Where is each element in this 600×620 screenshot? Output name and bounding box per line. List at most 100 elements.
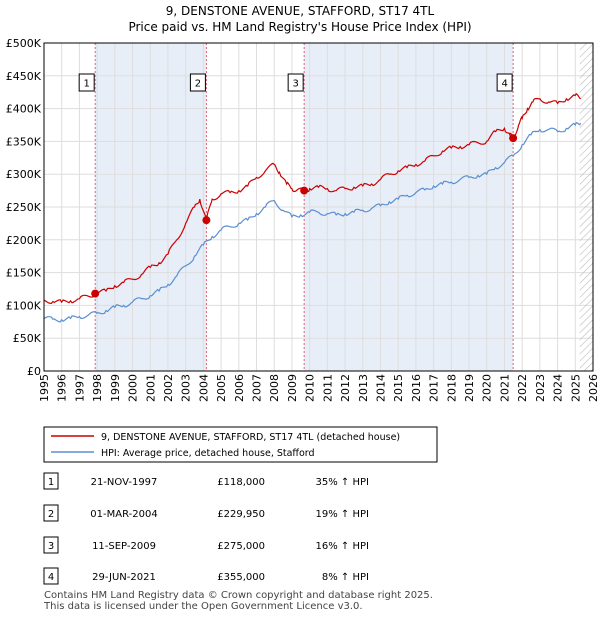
x-tick-label: 2006 [233, 374, 246, 402]
sales-table: 1 21-NOV-1997 £118,000 35% ↑ HPI 2 01-MAR-200… [43, 472, 369, 585]
table-row-number-box [43, 567, 59, 585]
y-tick-label: £150K [6, 267, 42, 280]
plot-frame [43, 42, 594, 372]
table-row-number-box [43, 536, 59, 554]
y-tick-label: £400K [6, 103, 42, 116]
y-tick-label: £50K [13, 332, 42, 345]
y-tick-label: £300K [6, 168, 42, 181]
table-row: 2 01-MAR-2004 £229,950 19% ↑ HPI [43, 504, 369, 522]
footer-line-2: This data is licensed under the Open Gov… [44, 601, 363, 612]
x-tick-label: 2018 [445, 374, 458, 402]
x-tick-label: 2023 [534, 374, 547, 402]
x-tick-label: 2022 [516, 374, 529, 402]
footer: Contains HM Land Registry data © Crown c… [44, 590, 433, 612]
series-layer [43, 92, 582, 323]
x-tick-label: 2016 [410, 374, 423, 402]
y-tick-label: £100K [6, 299, 42, 312]
grid-layer [43, 42, 594, 372]
table-row-price: £355,000 [217, 572, 265, 583]
x-tick-label: 2009 [286, 374, 299, 402]
sale-number-label: 1 [83, 79, 89, 90]
table-row-number: 4 [48, 572, 54, 583]
footer-line-1: Contains HM Land Registry data © Crown c… [44, 590, 433, 601]
table-row-price: £275,000 [217, 541, 265, 552]
sale-number-box: 3 [287, 73, 304, 92]
table-row-number: 3 [48, 541, 54, 552]
x-tick-label: 2003 [180, 374, 193, 402]
table-row: 1 21-NOV-1997 £118,000 35% ↑ HPI [43, 472, 369, 490]
property-series-line [43, 92, 581, 305]
sale-number-box-frame [78, 73, 95, 92]
legend-label: HPI: Average price, detached house, Staf… [101, 448, 315, 459]
sale-number-label: 4 [501, 79, 507, 90]
sale-vline-layer [94, 43, 514, 371]
table-row-hpi: 8% ↑ HPI [322, 572, 369, 583]
sale-point [202, 216, 211, 225]
hpi-series-line [43, 121, 582, 323]
x-tick-label: 2010 [304, 374, 317, 402]
x-tick-label: 2002 [162, 374, 175, 402]
x-tick-label: 2019 [463, 374, 476, 402]
x-tick-label: 1997 [73, 374, 86, 402]
table-row-date: 29-JUN-2021 [92, 572, 156, 583]
table-row-number: 2 [48, 509, 54, 520]
table-row: 3 11-SEP-2009 £275,000 16% ↑ HPI [43, 536, 369, 554]
x-tick-label: 2012 [339, 374, 352, 402]
sale-box-layer: 1 2 3 4 [78, 73, 513, 92]
table-row: 4 29-JUN-2021 £355,000 8% ↑ HPI [43, 567, 369, 585]
sale-point [91, 289, 100, 298]
x-tick-label: 2015 [392, 374, 405, 402]
y-tick-label: £200K [6, 234, 42, 247]
x-tick-label: 2021 [498, 374, 511, 402]
table-row-price: £118,000 [217, 477, 265, 488]
y-tick-label: £450K [6, 70, 42, 83]
y-tick-label: £250K [6, 201, 42, 214]
legend-box [43, 426, 438, 463]
y-tick-label: £350K [6, 135, 42, 148]
y-tick-label: £500K [6, 37, 42, 50]
sale-number-label: 3 [292, 79, 298, 90]
x-tick-label: 1998 [91, 374, 104, 402]
x-tick-label: 2017 [428, 374, 441, 402]
sale-number-box-frame [496, 73, 513, 92]
y-tick-label: £0 [27, 365, 41, 378]
table-row-number-box [43, 504, 59, 522]
sale-number-box: 4 [496, 73, 513, 92]
x-tick-label: 2013 [357, 374, 370, 402]
table-row-number-box [43, 472, 59, 490]
table-row-hpi: 35% ↑ HPI [316, 477, 369, 488]
sale-point [509, 134, 518, 143]
table-row-hpi: 19% ↑ HPI [316, 509, 369, 520]
sale-number-box: 2 [189, 73, 206, 92]
forecast-hatch-layer [579, 43, 593, 371]
sale-point-layer [91, 134, 518, 298]
sale-number-box: 1 [78, 73, 95, 92]
x-tick-label: 2014 [374, 374, 387, 402]
sale-point [300, 186, 309, 195]
table-row-price: £229,950 [217, 509, 265, 520]
x-tick-label: 2001 [144, 374, 157, 402]
legend-label: 9, DENSTONE AVENUE, STAFFORD, ST17 4TL (… [101, 432, 400, 443]
table-row-date: 11-SEP-2009 [92, 541, 156, 552]
x-tick-label: 2008 [268, 374, 281, 402]
x-tick-label: 2011 [321, 374, 334, 402]
x-tick-label: 1999 [109, 374, 122, 402]
sale-number-box-frame [287, 73, 304, 92]
chart-svg: 1 2 3 4 £0 £50K £100K £150K £200K £250K £300K £350… [6, 37, 600, 585]
x-tick-label: 2026 [587, 374, 600, 402]
x-tick-label: 2004 [197, 374, 210, 402]
table-row-number: 1 [48, 477, 54, 488]
x-tick-label: 2007 [251, 374, 264, 402]
table-row-date: 01-MAR-2004 [90, 509, 157, 520]
legend: 9, DENSTONE AVENUE, STAFFORD, ST17 4TL (… [43, 426, 438, 463]
x-tick-label: 2025 [569, 374, 582, 402]
x-tick-label: 2000 [127, 374, 140, 402]
sale-number-box-frame [189, 73, 206, 92]
chart-title: 9, DENSTONE AVENUE, STAFFORD, ST17 4TL P… [0, 3, 600, 35]
x-tick-label: 1996 [56, 374, 69, 402]
title-line-1: 9, DENSTONE AVENUE, STAFFORD, ST17 4TL [165, 4, 435, 18]
title-line-2: Price paid vs. HM Land Registry's House … [128, 20, 472, 34]
forecast-hatch [579, 43, 593, 371]
sale-number-label: 2 [195, 79, 201, 90]
table-row-hpi: 16% ↑ HPI [316, 541, 369, 552]
